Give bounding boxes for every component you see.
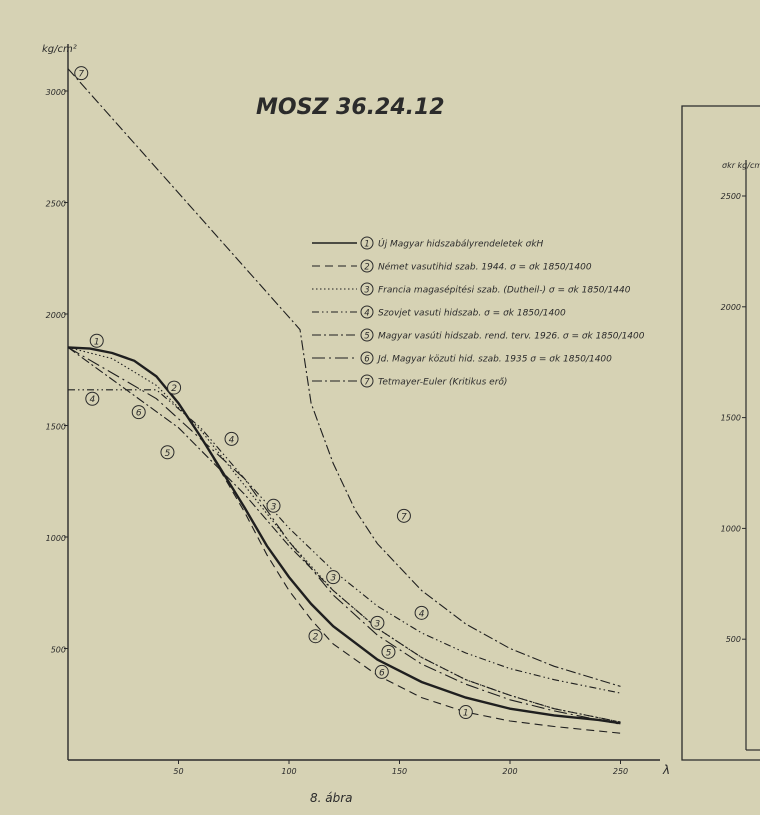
- main-axes: [67, 44, 660, 761]
- x-tick-label: 200: [502, 767, 517, 776]
- legend-label-1: Új Magyar hidszabályrendeletek σkH: [378, 238, 544, 250]
- svg-text:1: 1: [364, 240, 369, 250]
- series-marker-extra: 7: [74, 66, 89, 81]
- svg-text:4: 4: [419, 609, 425, 619]
- legend: 1 Új Magyar hidszabályrendeletek σkH 2 Néme…: [312, 236, 645, 388]
- legend-label-4: Szovjet vasuti hidszab. σ = σk 1850/1400: [378, 309, 566, 319]
- svg-text:7: 7: [78, 70, 84, 80]
- series-layer: [67, 68, 621, 734]
- y-tick-label: 1500: [46, 423, 66, 432]
- figure-caption: 8. ábra: [310, 791, 353, 805]
- series-line-5: [67, 346, 621, 723]
- svg-text:5: 5: [386, 648, 392, 658]
- secondary-y-unit: σkr kg/cm²: [722, 161, 760, 170]
- legend-marker-5: 5: [360, 328, 374, 342]
- svg-text:4: 4: [229, 435, 235, 445]
- legend-label-5: Magyar vasúti hidszab. rend. terv. 1926.…: [378, 332, 645, 342]
- series-marker-7: 7: [396, 508, 411, 523]
- series-marker-extra: 2: [167, 380, 182, 395]
- y-axis-unit: kg/cm²: [42, 44, 77, 55]
- svg-text:4: 4: [89, 395, 95, 405]
- svg-text:2: 2: [171, 384, 177, 394]
- series-marker-extra: 6: [374, 664, 389, 679]
- series-marker-6: 6: [131, 405, 146, 420]
- svg-text:3: 3: [375, 619, 381, 629]
- x-tick-label: 250: [613, 767, 628, 776]
- legend-marker-3: 3: [360, 282, 374, 296]
- svg-text:3: 3: [271, 502, 277, 512]
- series-marker-extra: 1: [89, 333, 104, 348]
- series-marker-5: 5: [160, 445, 175, 460]
- series-line-4: [68, 389, 621, 694]
- legend-label-7: Tetmayer-Euler (Kritikus erő): [378, 378, 507, 388]
- series-marker-4: 4: [414, 605, 429, 620]
- chart-title: MOSZ 36.24.12: [256, 95, 445, 120]
- series-marker-extra: 5: [381, 644, 396, 659]
- legend-marker-1: 1: [360, 236, 374, 250]
- y-tick-label: 1000: [46, 534, 66, 543]
- secondary-axis-ticks: 500 1000 1500 2000 2500: [721, 192, 746, 644]
- secondary-chart-frame: [681, 105, 760, 761]
- series-line-3: [67, 346, 621, 723]
- svg-text:6: 6: [136, 409, 142, 419]
- svg-text:3: 3: [330, 574, 336, 584]
- series-marker-extra: 3: [266, 498, 281, 513]
- svg-text:1: 1: [463, 709, 469, 719]
- svg-text:2: 2: [364, 263, 369, 273]
- axis-ticks: 50 100 150 200 250 500 1000 1500 2000 2500 3000: [46, 88, 629, 776]
- secondary-y-tick-label: 500: [726, 635, 741, 644]
- legend-marker-6: 6: [360, 351, 374, 365]
- svg-text:5: 5: [165, 449, 171, 459]
- y-tick-label: 3000: [46, 88, 66, 97]
- x-tick-label: 50: [173, 767, 183, 776]
- svg-text:3: 3: [364, 286, 369, 296]
- secondary-y-tick-label: 1500: [721, 414, 741, 423]
- secondary-y-tick-label: 1000: [721, 524, 741, 533]
- svg-text:6: 6: [379, 668, 385, 678]
- svg-text:7: 7: [401, 512, 407, 522]
- series-marker-extra: 4: [85, 391, 100, 406]
- series-marker-3: 3: [370, 615, 385, 630]
- y-tick-label: 500: [51, 646, 66, 655]
- svg-text:2: 2: [313, 633, 319, 643]
- legend-label-2: Német vasutihid szab. 1944. σ = σk 1850/…: [378, 262, 592, 273]
- y-tick-label: 2000: [46, 311, 66, 320]
- svg-text:1: 1: [94, 337, 100, 347]
- series-marker-extra: 4: [224, 431, 239, 446]
- legend-marker-7: 7: [360, 374, 374, 388]
- series-line-1: [67, 346, 621, 725]
- x-axis-symbol: λ: [662, 763, 670, 777]
- series-line-2: [67, 346, 621, 734]
- secondary-y-tick-label: 2500: [721, 192, 741, 201]
- svg-text:5: 5: [364, 332, 369, 342]
- svg-text:4: 4: [364, 309, 369, 319]
- svg-text:7: 7: [364, 378, 370, 388]
- series-line-7: [67, 68, 621, 687]
- y-tick-label: 2500: [46, 200, 66, 209]
- secondary-y-tick-label: 2000: [721, 303, 741, 312]
- x-tick-label: 100: [281, 767, 296, 776]
- svg-text:6: 6: [364, 355, 370, 365]
- series-marker-extra: 3: [326, 570, 341, 585]
- series-line-6: [67, 346, 621, 725]
- x-tick-label: 150: [392, 767, 407, 776]
- secondary-chart: σkr kg/cm² 500 1000 1500 2000 2500: [681, 105, 760, 761]
- legend-label-6: Jd. Magyar közuti hid. szab. 1935 σ = σk…: [376, 355, 612, 365]
- series-marker-2: 2: [308, 629, 323, 644]
- series-marker-1: 1: [458, 705, 473, 720]
- legend-marker-4: 4: [360, 305, 374, 319]
- legend-marker-2: 2: [360, 259, 374, 273]
- legend-label-3: Francia magasépitési szab. (Dutheil-) σ …: [378, 285, 631, 296]
